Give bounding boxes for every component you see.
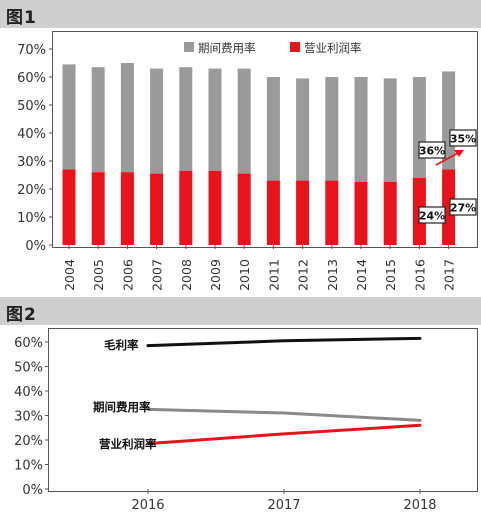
- bar-operating-profit-rate: [150, 173, 164, 245]
- annotation-profit-2017-box: [449, 198, 477, 216]
- figure2-title: 图2: [6, 305, 37, 325]
- bar-fee-rate: [62, 64, 76, 170]
- annotation-fee-2017: 35%: [450, 133, 476, 146]
- bar-fee-rate: [296, 78, 310, 181]
- series-label-0: 毛利率: [104, 338, 139, 352]
- bar-operating-profit-rate: [442, 169, 456, 245]
- x-tick-label: 2010: [237, 259, 252, 291]
- bar-fee-rate: [325, 77, 339, 181]
- bar-fee-rate: [266, 77, 280, 181]
- x-tick-label: 2009: [208, 259, 223, 291]
- y-tick-label: 10%: [17, 211, 46, 226]
- annotation-fee-2016-box: [418, 141, 446, 159]
- bar-fee-rate: [237, 68, 251, 174]
- x-tick-label: 2017: [442, 259, 457, 291]
- bar-fee-rate: [354, 77, 368, 182]
- bar-operating-profit-rate: [208, 170, 222, 245]
- y-tick-label: 30%: [14, 410, 43, 425]
- annotation-fee-2016: 36%: [419, 145, 445, 158]
- x-tick-label: 2004: [62, 259, 77, 291]
- legend-swatch-fee-rate: [184, 42, 194, 52]
- series-line-0: [146, 336, 422, 348]
- bar-fee-rate: [179, 67, 193, 171]
- legend-label-fee-rate: 期间费用率: [198, 41, 256, 55]
- y-tick-label: 60%: [14, 336, 43, 351]
- x-tick-label: 2007: [150, 259, 165, 291]
- bar-fee-rate: [91, 67, 105, 173]
- y-tick-label: 70%: [17, 43, 46, 58]
- legend-swatch-profit-rate: [290, 42, 300, 52]
- y-tick-label: 40%: [17, 127, 46, 142]
- x-tick-label: 2008: [179, 259, 194, 291]
- y-tick-label: 20%: [14, 434, 43, 449]
- figure2-header: 图2: [0, 297, 481, 325]
- y-tick-label: 0%: [22, 483, 43, 498]
- y-tick-label: 10%: [14, 459, 43, 474]
- bar-operating-profit-rate: [325, 180, 339, 245]
- annotation-profit-2016: 24%: [419, 210, 445, 223]
- y-tick-label: 50%: [17, 99, 46, 114]
- series-label-1: 期间费用率: [93, 400, 151, 414]
- bar-operating-profit-rate: [62, 169, 76, 245]
- annotation-profit-2016-box: [418, 206, 446, 224]
- bar-fee-rate: [150, 68, 164, 174]
- y-tick-label: 50%: [14, 361, 43, 376]
- bar-operating-profit-rate: [237, 173, 251, 245]
- bar-operating-profit-rate: [383, 182, 397, 245]
- x-tick-label: 2015: [383, 259, 398, 291]
- x-tick-label: 2017: [267, 498, 300, 513]
- legend-label-profit-rate: 营业利润率: [304, 41, 362, 55]
- series-label-2: 营业利润率: [99, 437, 157, 451]
- bar-operating-profit-rate: [266, 180, 280, 245]
- bar-operating-profit-rate: [354, 182, 368, 245]
- x-tick-label: 2011: [266, 259, 281, 291]
- x-tick-label: 2012: [296, 259, 311, 291]
- trend-arrow-head: [454, 150, 464, 157]
- bar-operating-profit-rate: [179, 170, 193, 245]
- y-tick-label: 20%: [17, 183, 46, 198]
- y-tick-label: 30%: [17, 155, 46, 170]
- y-tick-label: 0%: [25, 239, 46, 254]
- y-tick-label: 60%: [17, 71, 46, 86]
- annotation-profit-2017: 27%: [450, 202, 476, 215]
- series-line-1: [146, 407, 422, 422]
- bar-fee-rate: [383, 78, 397, 182]
- bar-operating-profit-rate: [296, 180, 310, 245]
- bar-fee-rate: [120, 63, 134, 173]
- y-tick-label: 40%: [14, 385, 43, 400]
- x-tick-label: 2018: [403, 498, 436, 513]
- figure1-stacked-bar-chart: 0% 10% 20% 30% 40% 50% 60% 70% 2004 2005 2006 2007 2…: [17, 41, 477, 291]
- x-tick-label: 2016: [412, 259, 427, 291]
- x-tick-label: 2005: [91, 259, 106, 291]
- series-line-2: [146, 423, 422, 446]
- figure1-header: 图1: [0, 0, 481, 28]
- figure2-plot-frame: [48, 328, 478, 492]
- bar-operating-profit-rate: [91, 172, 105, 245]
- x-tick-label: 2013: [325, 259, 340, 291]
- bar-fee-rate: [208, 68, 222, 171]
- bar-operating-profit-rate: [120, 172, 134, 245]
- annotation-fee-2017-box: [449, 129, 477, 147]
- x-tick-label: 2006: [120, 259, 135, 291]
- figure1-title: 图1: [6, 8, 37, 28]
- trend-arrow-line: [435, 152, 459, 166]
- x-tick-label: 2014: [354, 259, 369, 291]
- x-tick-label: 2016: [131, 498, 164, 513]
